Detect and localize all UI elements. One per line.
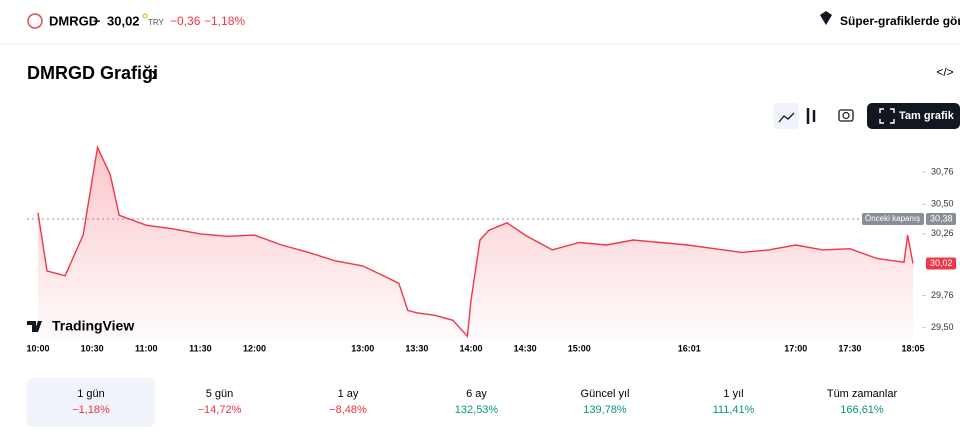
period[interactable]: Tüm zamanlar 166,61% (827, 388, 898, 416)
price: 30,02 (107, 13, 140, 28)
last-price: 30,02 (930, 258, 953, 268)
period-change[interactable]: −14,72% (198, 404, 242, 416)
x-tick-label: 14:30 (514, 343, 537, 353)
change-pct: −1,18% (204, 14, 245, 28)
period-selected-bg (27, 378, 155, 427)
icon (842, 111, 850, 120)
icon (820, 11, 832, 25)
symbol: DMRGD (49, 13, 98, 28)
period-change[interactable]: 139,78% (583, 404, 627, 416)
super-charts[interactable]: Süper-grafiklerde görün (840, 14, 960, 28)
period-label[interactable]: 1 gün (77, 388, 105, 400)
chevron: › (151, 63, 158, 85)
icon (879, 108, 895, 124)
x-tick-label: 13:00 (351, 343, 374, 353)
embed-icon[interactable]: </> (936, 65, 953, 79)
period-label[interactable]: Güncel yıl (581, 388, 630, 400)
period-label[interactable]: 6 ay (466, 388, 487, 400)
icon (778, 112, 795, 123)
period-change[interactable]: 166,61% (840, 404, 884, 416)
x-tick-label: 10:00 (26, 343, 49, 353)
period-label[interactable]: 5 gün (206, 388, 234, 400)
x-tick-label: 14:00 (459, 343, 482, 353)
full-chart-label[interactable]: Tam grafik (899, 110, 955, 122)
x-tick-label: 17:30 (838, 343, 861, 353)
header: DMRGD − 30,02 TRY −0,36 −1,18% Süper-gra… (0, 11, 960, 45)
period[interactable]: 1 gün −1,18% (72, 388, 110, 416)
previous-close-tag-bg (862, 213, 924, 226)
period[interactable]: 1 ay −8,48% (329, 388, 367, 416)
previous-close-value: 30,38 (930, 213, 953, 223)
x-tick-label: 16:01 (678, 343, 701, 353)
period-change[interactable]: 111,41% (713, 404, 755, 416)
period-label[interactable]: 1 ay (338, 388, 359, 400)
separator: − (93, 13, 101, 28)
watermark-logo (27, 321, 42, 332)
status-dot (142, 13, 148, 19)
previous-close-tag: Önceki kapanış (865, 214, 920, 223)
currency: TRY (148, 18, 165, 27)
x-tick-label: 17:00 (784, 343, 807, 353)
plot: 29,50 29,76 30,26 30,50 30,76 10:00 10:30 11:00… (26, 145, 956, 353)
period-change[interactable]: 132,53% (455, 404, 499, 416)
x-tick-label: 18:05 (901, 343, 924, 353)
y-tick-label: 30,50 (931, 199, 954, 209)
candle-button[interactable] (806, 108, 816, 124)
price-line (37, 145, 914, 338)
y-tick-label: 29,50 (931, 322, 954, 332)
periods: 1 gün −1,18% 5 gün −14,72% 1 ay −8,48% 6 ay 132… (72, 388, 897, 416)
y-tick-label: 29,76 (931, 290, 954, 300)
x-tick-label: 15:00 (568, 343, 591, 353)
change: −0,36 (170, 14, 201, 28)
period-change[interactable]: −1,18% (72, 404, 110, 416)
watermark: TradingView (52, 318, 134, 334)
period-label[interactable]: Tüm zamanlar (827, 388, 898, 400)
y-tick-label: 30,26 (931, 228, 954, 238)
area-button[interactable] (773, 103, 799, 129)
period[interactable]: Güncel yıl 139,78% (581, 388, 630, 416)
x-tick-label: 10:30 (81, 343, 104, 353)
previous-close-value-bg (926, 213, 956, 226)
x-tick-label: 12:00 (243, 343, 266, 353)
last-price-bg (926, 257, 956, 270)
period[interactable]: 6 ay 132,53% (455, 388, 499, 416)
chart-title[interactable]: DMRGD Grafiği (27, 63, 158, 83)
symbol-logo (27, 13, 43, 29)
x-tick-label: 13:30 (405, 343, 428, 353)
period-change[interactable]: −8,48% (329, 404, 367, 416)
period-label[interactable]: 1 yıl (723, 388, 743, 400)
snapshot-button[interactable] (838, 109, 854, 122)
period[interactable]: 5 gün −14,72% (198, 388, 242, 416)
y-tick-label: 30,76 (931, 167, 954, 177)
x-tick-label: 11:00 (135, 343, 158, 353)
period[interactable]: 1 yıl 111,41% (713, 388, 755, 416)
super-charts-link[interactable]: Süper-grafiklerde görün (820, 11, 960, 28)
area-fill (38, 147, 913, 340)
x-tick-label: 11:30 (189, 343, 212, 353)
